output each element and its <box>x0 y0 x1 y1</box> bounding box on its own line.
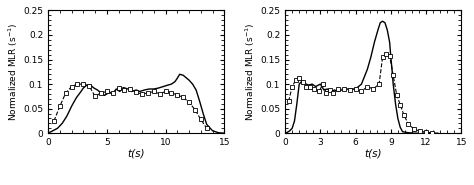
X-axis label: t(s): t(s) <box>365 148 382 158</box>
X-axis label: t(s): t(s) <box>128 148 145 158</box>
Y-axis label: Normalized MLR (s$^{-1}$): Normalized MLR (s$^{-1}$) <box>244 23 257 121</box>
Y-axis label: Normalized MLR (s$^{-1}$): Normalized MLR (s$^{-1}$) <box>7 23 20 121</box>
